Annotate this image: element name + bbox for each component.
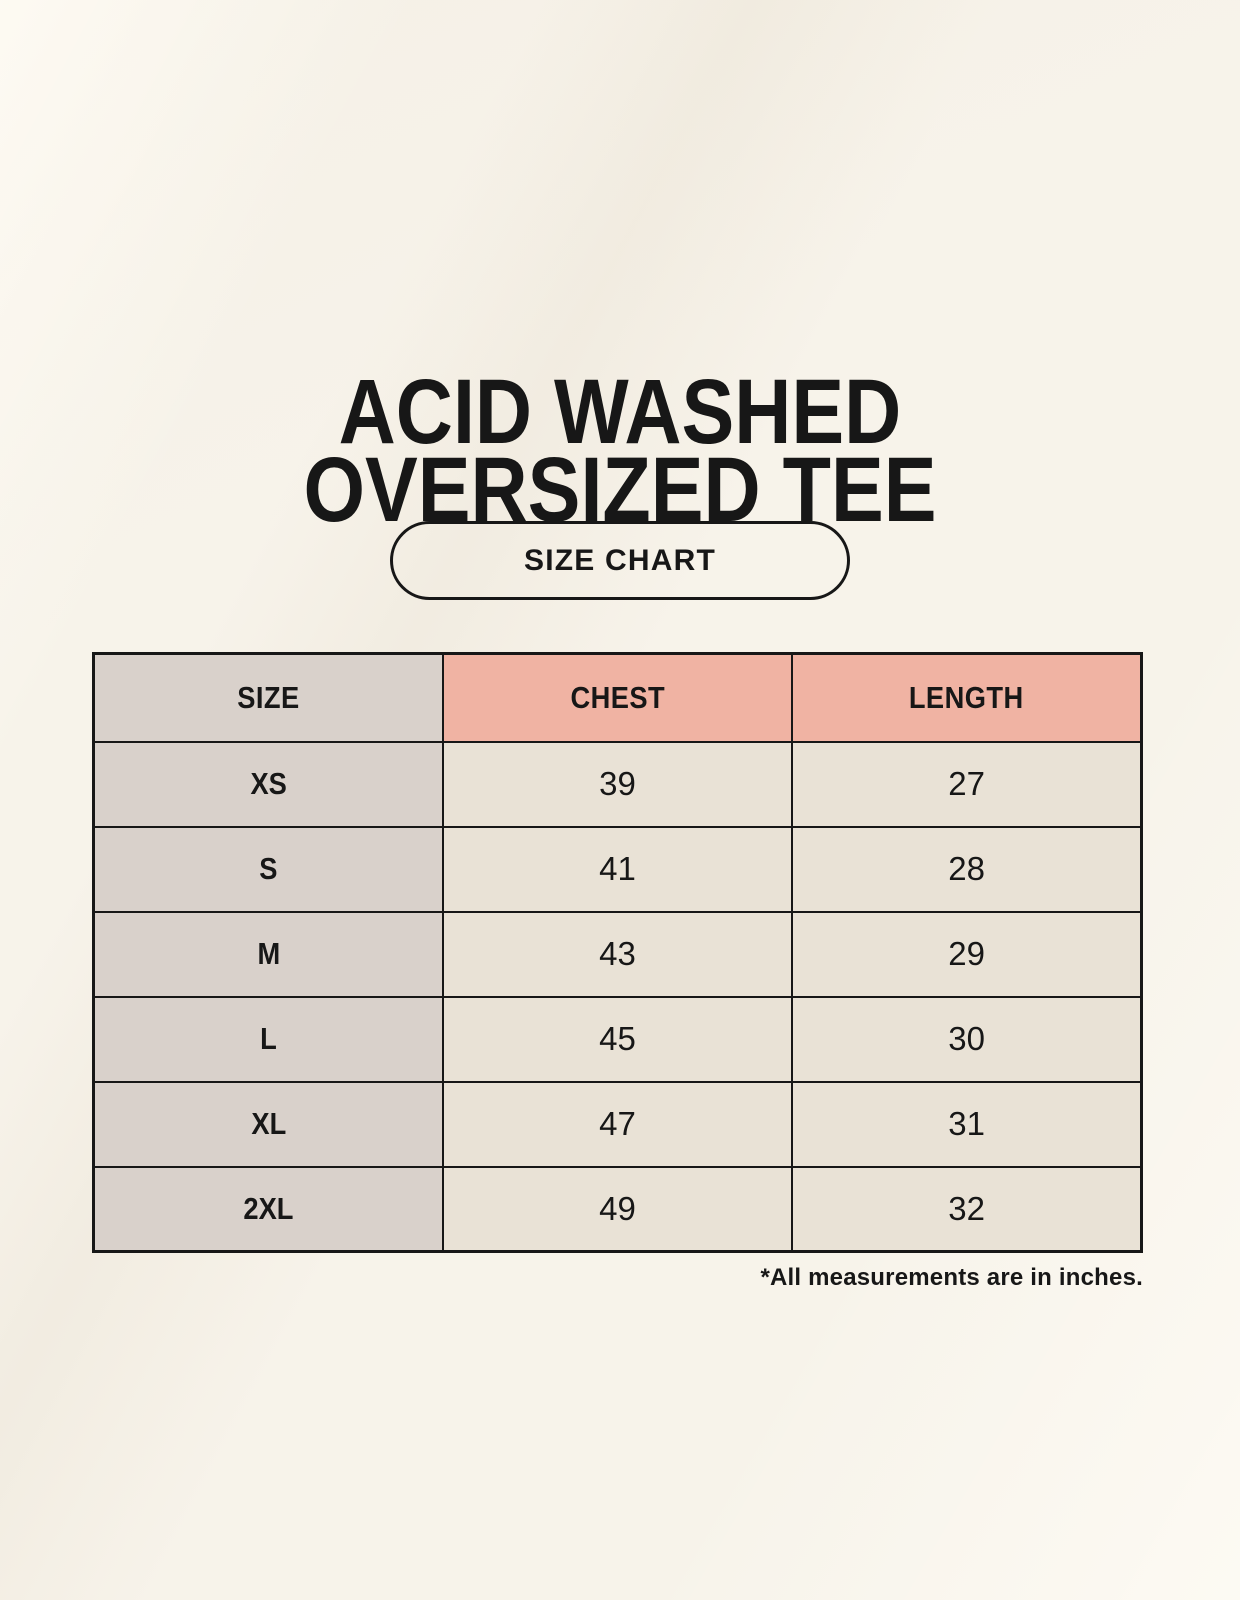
row-2xl-length: 32: [791, 1165, 1143, 1253]
column-header-length-label: LENGTH: [909, 679, 1024, 715]
row-s-chest: 41: [441, 825, 794, 913]
row-2xl-chest: 49: [441, 1165, 794, 1253]
row-s-size: S: [92, 825, 444, 913]
row-s-length: 28: [791, 825, 1143, 913]
measurements-note: *All measurements are in inches.: [760, 1264, 1143, 1291]
row-xs-length: 27: [791, 740, 1143, 828]
column-header-chest: CHEST: [441, 652, 794, 743]
table-row-xs: XS 39 27: [92, 740, 1143, 828]
row-xl-length: 31: [791, 1080, 1143, 1168]
size-table: SIZE CHEST LENGTH XS 39 27 S 41 28 M 43 …: [92, 652, 1143, 1253]
row-xs-size-label: XS: [250, 766, 287, 801]
row-l-chest: 45: [441, 995, 794, 1083]
row-l-size: L: [92, 995, 444, 1083]
column-header-chest-label: CHEST: [570, 679, 665, 715]
row-2xl-size-label: 2XL: [243, 1190, 294, 1226]
size-chart-button[interactable]: SIZE CHART: [390, 521, 850, 600]
table-header-row: SIZE CHEST LENGTH: [92, 652, 1143, 743]
product-title-line2: OVERSIZED TEE: [303, 438, 937, 541]
row-xl-size-label: XL: [250, 1106, 286, 1141]
table-row-xl: XL 47 31: [92, 1080, 1143, 1168]
row-l-length: 30: [791, 995, 1143, 1083]
table-row-s: S 41 28: [92, 825, 1143, 913]
row-xs-size: XS: [92, 740, 444, 828]
table-row-l: L 45 30: [92, 995, 1143, 1083]
column-header-size-label: SIZE: [237, 679, 300, 715]
table-row-2xl: 2XL 49 32: [92, 1165, 1143, 1253]
product-title: ACID WASHED OVERSIZED TEE: [87, 360, 1153, 541]
row-xl-size: XL: [92, 1080, 444, 1168]
row-m-length: 29: [791, 910, 1143, 998]
column-header-length: LENGTH: [791, 652, 1143, 743]
row-m-size: M: [92, 910, 444, 998]
row-s-size-label: S: [259, 851, 278, 886]
row-l-size-label: L: [260, 1021, 277, 1056]
row-xl-chest: 47: [441, 1080, 794, 1168]
row-2xl-size: 2XL: [92, 1165, 444, 1253]
column-header-size: SIZE: [92, 652, 444, 743]
table-row-m: M 43 29: [92, 910, 1143, 998]
product-title-line1: ACID WASHED: [338, 360, 902, 463]
row-m-chest: 43: [441, 910, 794, 998]
size-chart-button-label: SIZE CHART: [524, 543, 716, 577]
row-m-size-label: M: [257, 936, 280, 971]
row-xs-chest: 39: [441, 740, 794, 828]
